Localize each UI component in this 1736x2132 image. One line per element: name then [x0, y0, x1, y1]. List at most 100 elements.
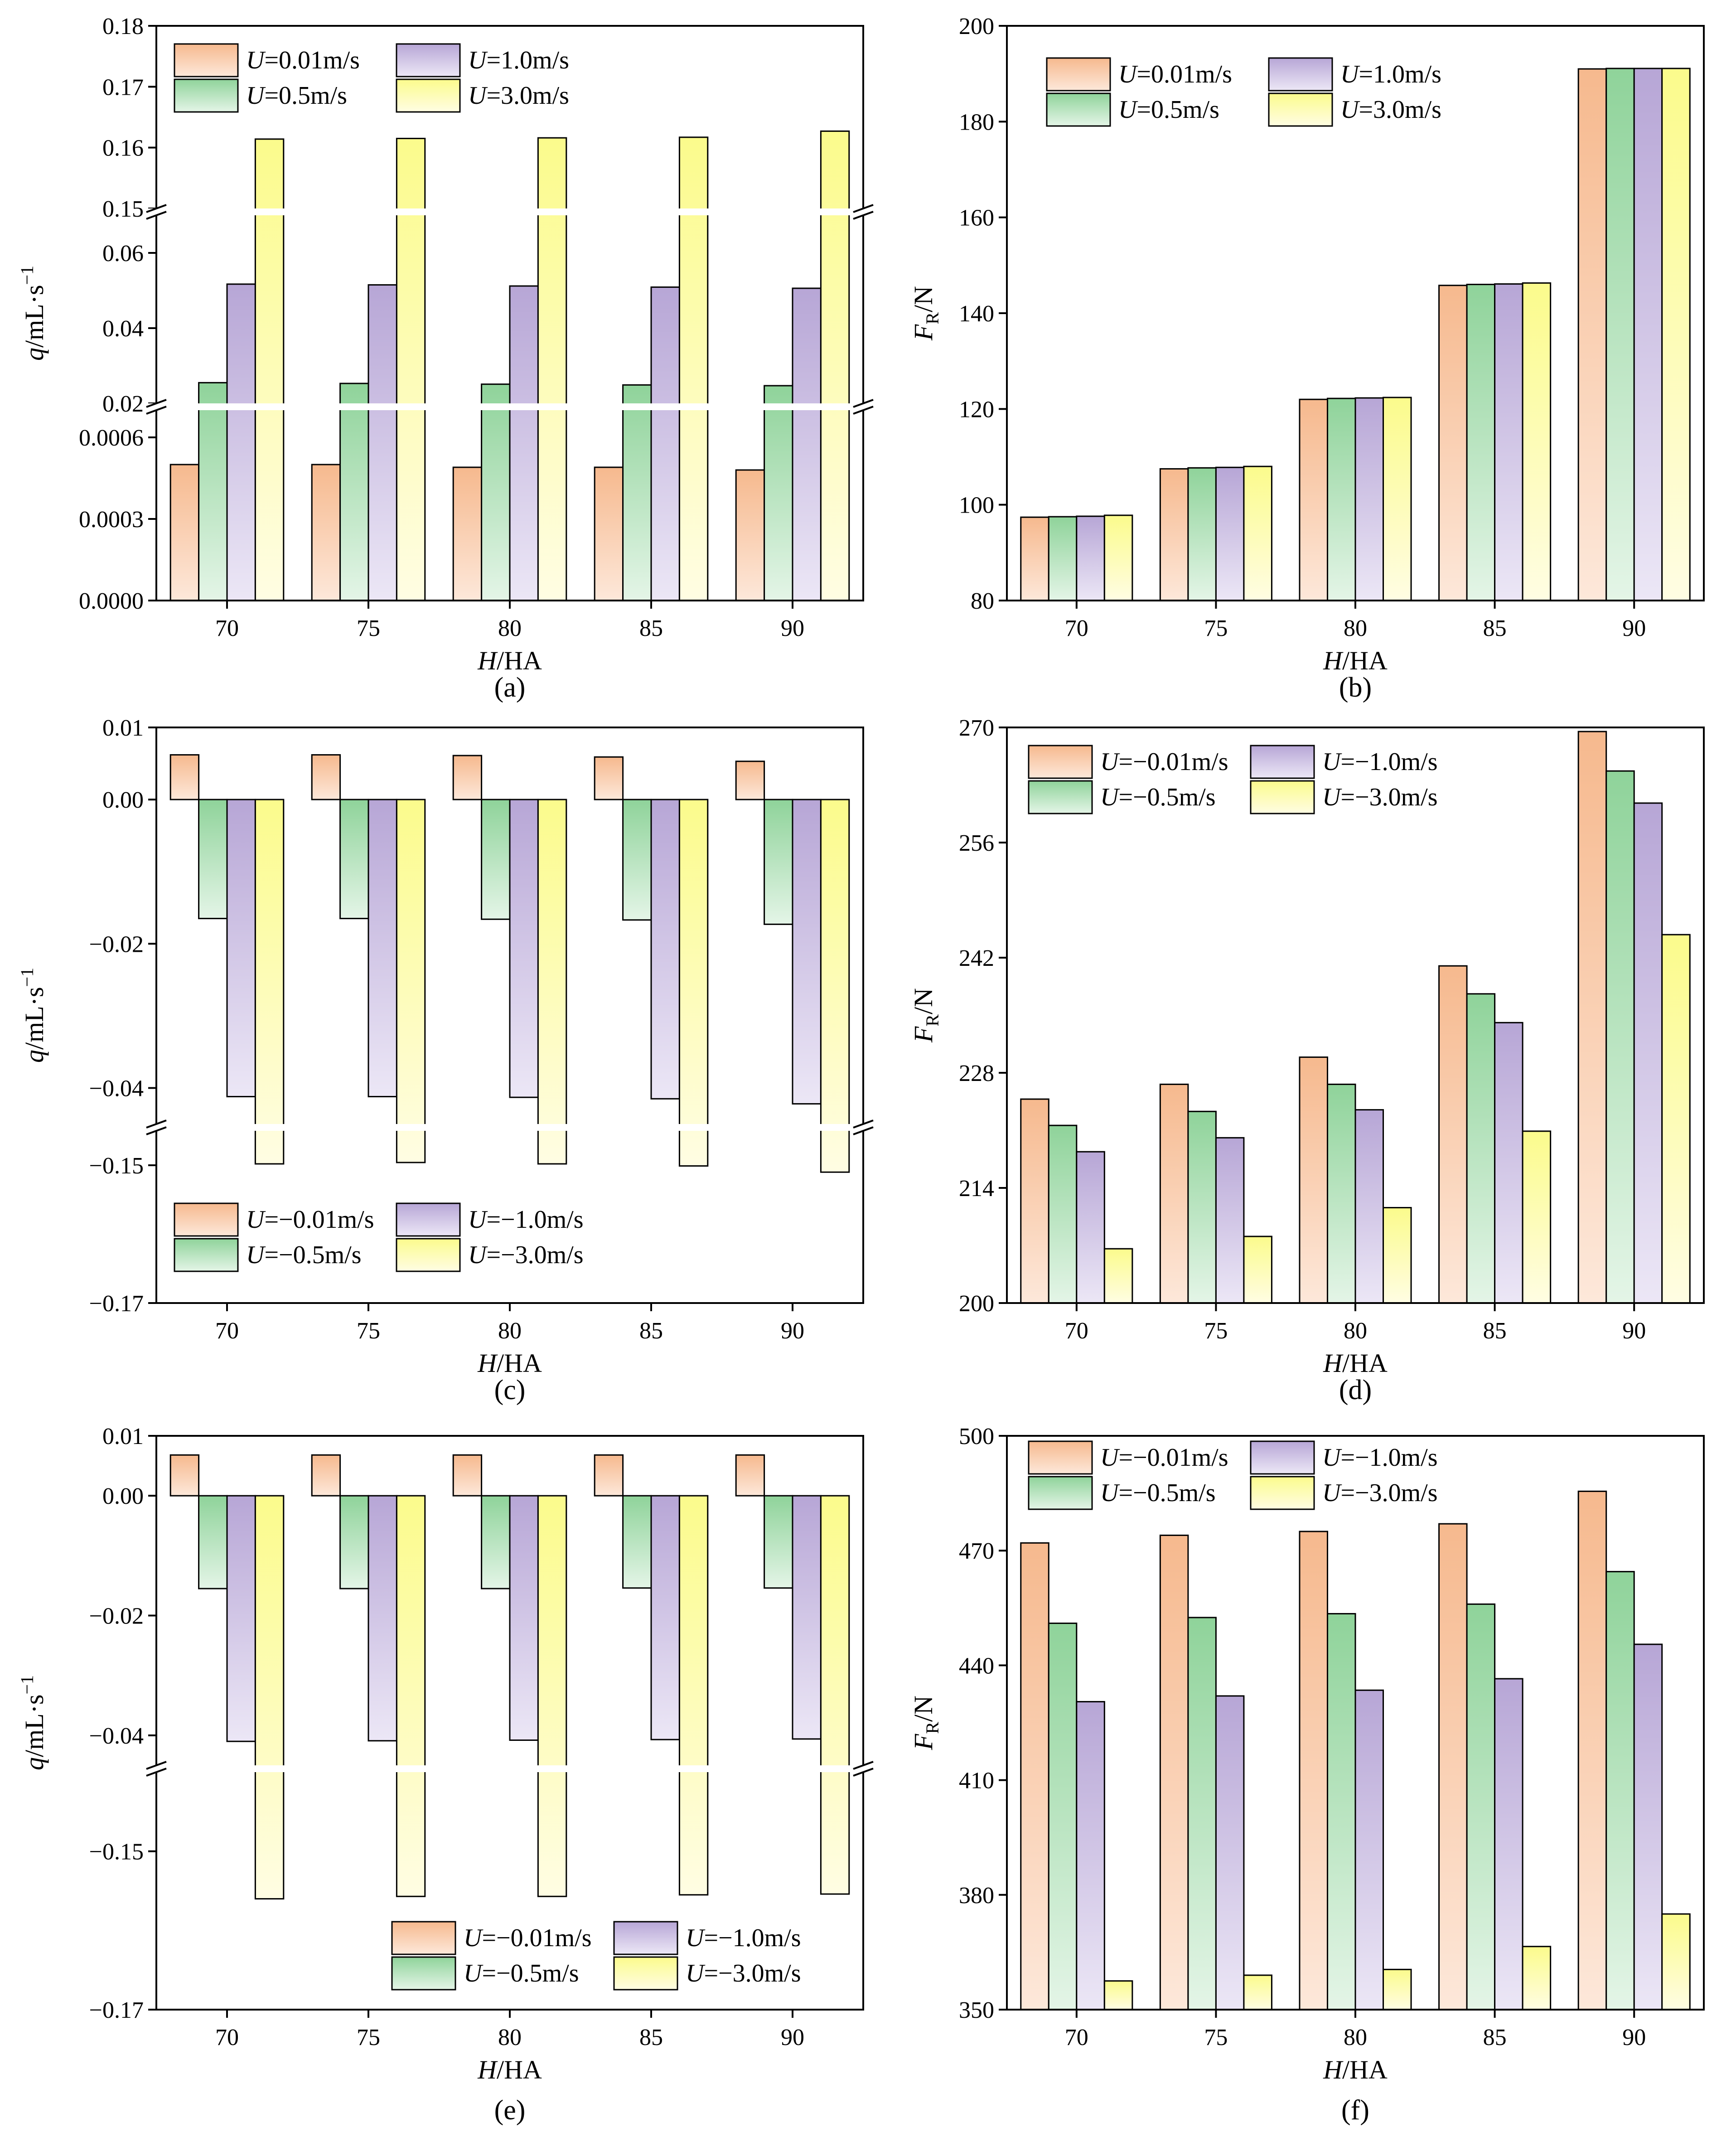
legend-value: =−3.0m/s [1340, 783, 1437, 811]
legend-swatch-s1 [1046, 92, 1111, 127]
bar-c-80-s0 [452, 755, 483, 800]
legend-value: =3.0m/s [486, 82, 569, 110]
bar-f-70-s3 [1103, 1980, 1133, 2011]
axis-break-mark [853, 1761, 874, 1770]
y-tick-label: 256 [959, 830, 994, 856]
bar-e-90-s1 [764, 1495, 793, 1589]
x-tick-label: 90 [781, 2025, 804, 2050]
x-tick-label: 70 [215, 615, 239, 641]
y-title-var: q [19, 348, 49, 361]
bar-a-90-s2 [792, 287, 822, 601]
legend-label-s2: U=1.0m/s [468, 46, 569, 74]
legend-var: U [464, 1924, 484, 1952]
legend-value: =0.5m/s [264, 82, 347, 110]
axis-break-mark [146, 1119, 167, 1129]
y-tick-label: 140 [959, 301, 994, 327]
y-tick-label: 500 [959, 1424, 994, 1449]
bar-e-85-s3 [678, 1495, 709, 1896]
legend: U=−0.01m/sU=−0.5m/sU=−1.0m/sU=−3.0m/s [1028, 745, 1438, 814]
bar-f-75-s2 [1215, 1695, 1245, 2011]
legend-label-s2: U=−1.0m/s [686, 1924, 801, 1952]
bar-c-85-s0 [594, 756, 624, 800]
bar-f-75-s1 [1187, 1617, 1217, 2011]
x-tick-label: 80 [1344, 2025, 1367, 2050]
bar-b-70-s2 [1076, 515, 1105, 601]
bar-e-75-s1 [339, 1495, 369, 1589]
legend-label-s3: U=−3.0m/s [686, 1959, 801, 1987]
legend: U=0.01m/sU=0.5m/sU=1.0m/sU=3.0m/s [1046, 57, 1441, 127]
legend-value: =−0.5m/s [1118, 1479, 1215, 1507]
legend-swatch-s2 [1250, 1440, 1315, 1475]
axis-break-mark [146, 204, 167, 213]
y-tick-label: −0.15 [89, 1839, 144, 1865]
x-tick-label: 85 [1483, 2025, 1507, 2050]
panel-caption: (d) [1339, 1375, 1372, 1405]
bar-c-75-s0 [311, 754, 341, 800]
x-axis-title-var: H [477, 1348, 498, 1378]
legend-label-s0: U=−0.01m/s [1100, 1444, 1228, 1472]
bar-a-75-s1 [339, 383, 369, 601]
x-tick-label: 75 [357, 615, 380, 641]
y-axis-title: FR/N [909, 988, 943, 1043]
legend-label-s2: U=1.0m/s [1340, 60, 1441, 88]
bar-a-75-s0 [311, 464, 341, 601]
legend-var: U [1322, 748, 1342, 776]
legend-swatch-s1 [174, 78, 239, 113]
legend-label-s0: U=−0.01m/s [1100, 748, 1228, 776]
panel-caption: (c) [494, 1375, 526, 1405]
x-tick-label: 80 [498, 1318, 522, 1344]
bar-c-85-s3 [678, 799, 709, 1167]
legend-value: =1.0m/s [1359, 60, 1441, 88]
legend-var: U [1100, 1444, 1120, 1472]
bar-e-80-s0 [452, 1454, 483, 1497]
y-tick-label: 242 [959, 945, 994, 971]
legend-var: U [246, 1241, 266, 1269]
panel-caption: (a) [494, 672, 526, 703]
y-tick-label: 200 [959, 14, 994, 39]
y-tick-label: −0.04 [89, 1723, 144, 1749]
x-axis-title-var: H [1323, 2055, 1344, 2084]
x-axis-title-unit: /HA [1342, 646, 1388, 675]
axis-break-gap [143, 1124, 877, 1131]
legend-swatch-s2 [396, 43, 461, 78]
legend-swatch-s0 [1028, 745, 1093, 779]
legend-var: U [468, 1241, 488, 1269]
y-tick-label: 0.0003 [79, 507, 144, 533]
y-title-unit: /N [909, 286, 938, 312]
axis-break-mark [853, 204, 874, 213]
axis-break-mark [146, 1768, 167, 1777]
legend-swatch-s0 [174, 1202, 239, 1237]
y-tick-label: −0.04 [89, 1076, 144, 1101]
y-tick-label: 0.02 [102, 391, 144, 417]
legend-label-s1: U=−0.5m/s [1100, 1479, 1216, 1507]
y-title-unit: /mL·s [19, 285, 49, 348]
axis-break-mark [853, 211, 874, 220]
bar-c-80-s3 [537, 799, 567, 1165]
bar-e-80-s2 [509, 1495, 539, 1741]
axis-break-gap [143, 1765, 877, 1772]
bar-d-90-s0 [1577, 731, 1607, 1304]
x-axis-title: H/HA [1323, 2055, 1388, 2084]
x-axis-title: H/HA [477, 646, 542, 675]
bar-b-75-s3 [1243, 465, 1272, 601]
bar-c-70-s1 [198, 799, 228, 920]
x-axis-title-unit: /HA [497, 646, 542, 675]
bar-e-85-s0 [594, 1454, 624, 1497]
y-title-unit: /mL·s [19, 987, 49, 1050]
y-title-subscript: R [922, 1722, 943, 1734]
bar-a-70-s2 [226, 283, 256, 601]
x-axis-title-unit: /HA [1342, 2055, 1388, 2084]
x-tick-label: 75 [357, 2025, 380, 2050]
y-tick-label: 228 [959, 1061, 994, 1086]
panel-caption: (e) [494, 2095, 526, 2126]
bar-e-75-s2 [368, 1495, 397, 1742]
bar-e-90-s2 [792, 1495, 822, 1740]
bar-b-90-s0 [1577, 68, 1607, 601]
axis-break-mark [146, 399, 167, 408]
x-tick-label: 70 [1065, 2025, 1088, 2050]
legend-value: =0.01m/s [264, 46, 360, 74]
y-axis-title: q/mL·s−1 [17, 968, 49, 1063]
y-title-var: q [19, 1757, 49, 1770]
x-tick-label: 90 [1622, 615, 1646, 641]
x-axis-title: H/HA [1323, 1348, 1388, 1378]
